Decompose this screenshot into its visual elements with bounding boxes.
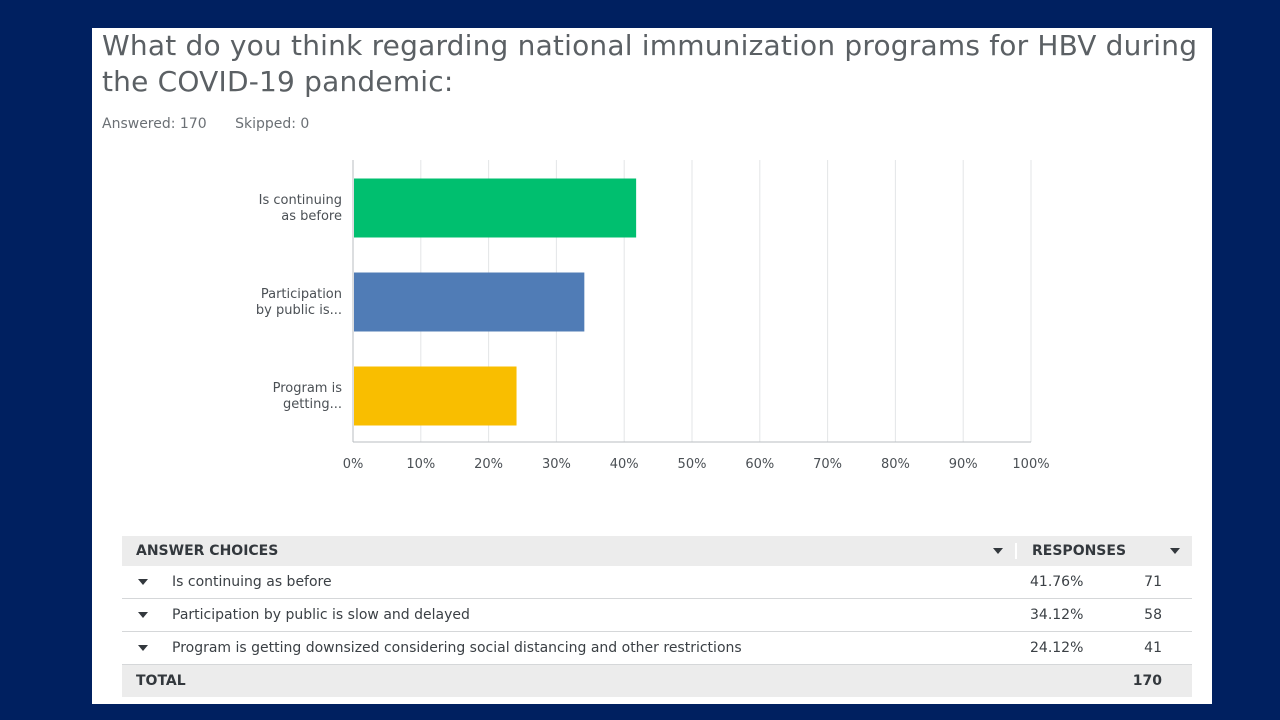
answer-choice-label: Participation by public is slow and dela…	[172, 607, 470, 623]
total-row: TOTAL 170	[122, 665, 1192, 697]
answer-table: ANSWER CHOICES RESPONSES Is continuing a…	[122, 536, 1192, 697]
expand-caret-icon[interactable]	[138, 579, 148, 585]
x-tick-label: 90%	[949, 457, 978, 472]
survey-panel: What do you think regarding national imm…	[92, 28, 1212, 704]
table-row: Is continuing as before 41.76% 71	[122, 566, 1192, 599]
table-row: Program is getting downsized considering…	[122, 632, 1192, 665]
answered-count: Answered: 170	[102, 116, 207, 132]
category-label: Is continuing	[259, 193, 342, 208]
response-stats: Answered: 170 Skipped: 0	[102, 116, 333, 132]
category-label: as before	[281, 209, 342, 224]
question-title: What do you think regarding national imm…	[102, 29, 1198, 98]
x-tick-label: 0%	[343, 457, 364, 472]
response-percent: 34.12%	[1030, 607, 1084, 623]
expand-caret-icon[interactable]	[138, 645, 148, 651]
category-label: Participation	[261, 287, 342, 302]
sort-caret-icon[interactable]	[993, 548, 1003, 554]
response-count: 71	[1144, 574, 1162, 590]
answer-choices-header-label: ANSWER CHOICES	[136, 543, 279, 559]
x-tick-label: 60%	[745, 457, 774, 472]
answer-choice-label: Is continuing as before	[172, 574, 332, 590]
sort-caret-icon[interactable]	[1170, 548, 1180, 554]
total-count: 170	[1132, 673, 1162, 689]
response-count: 41	[1144, 640, 1162, 656]
responses-header-label: RESPONSES	[1032, 543, 1127, 559]
bar	[354, 272, 585, 332]
total-label: TOTAL	[136, 673, 186, 689]
x-tick-label: 80%	[881, 457, 910, 472]
x-tick-label: 40%	[610, 457, 639, 472]
expand-caret-icon[interactable]	[138, 612, 148, 618]
x-tick-label: 100%	[1012, 457, 1049, 472]
x-tick-label: 10%	[406, 457, 435, 472]
x-tick-label: 30%	[542, 457, 571, 472]
skipped-count: Skipped: 0	[235, 116, 310, 132]
response-percent: 24.12%	[1030, 640, 1084, 656]
category-label: by public is...	[256, 303, 342, 318]
table-header-row: ANSWER CHOICES RESPONSES	[122, 536, 1192, 566]
response-count: 58	[1144, 607, 1162, 623]
category-label: getting...	[283, 397, 342, 412]
responses-header[interactable]: RESPONSES	[1015, 543, 1192, 559]
x-tick-label: 20%	[474, 457, 503, 472]
x-tick-label: 70%	[813, 457, 842, 472]
bar-chart: 0% 10% 20% 30% 40% 50% 60% 70% 80% 90% 100% Is cont…	[256, 160, 1050, 472]
answer-choices-header[interactable]: ANSWER CHOICES	[122, 543, 1015, 559]
x-tick-label: 50%	[678, 457, 707, 472]
bar	[354, 366, 517, 426]
category-label: Program is	[273, 381, 343, 396]
response-percent: 41.76%	[1030, 574, 1084, 590]
answer-choice-label: Program is getting downsized considering…	[172, 640, 742, 656]
table-row: Participation by public is slow and dela…	[122, 599, 1192, 632]
bar	[354, 178, 637, 238]
